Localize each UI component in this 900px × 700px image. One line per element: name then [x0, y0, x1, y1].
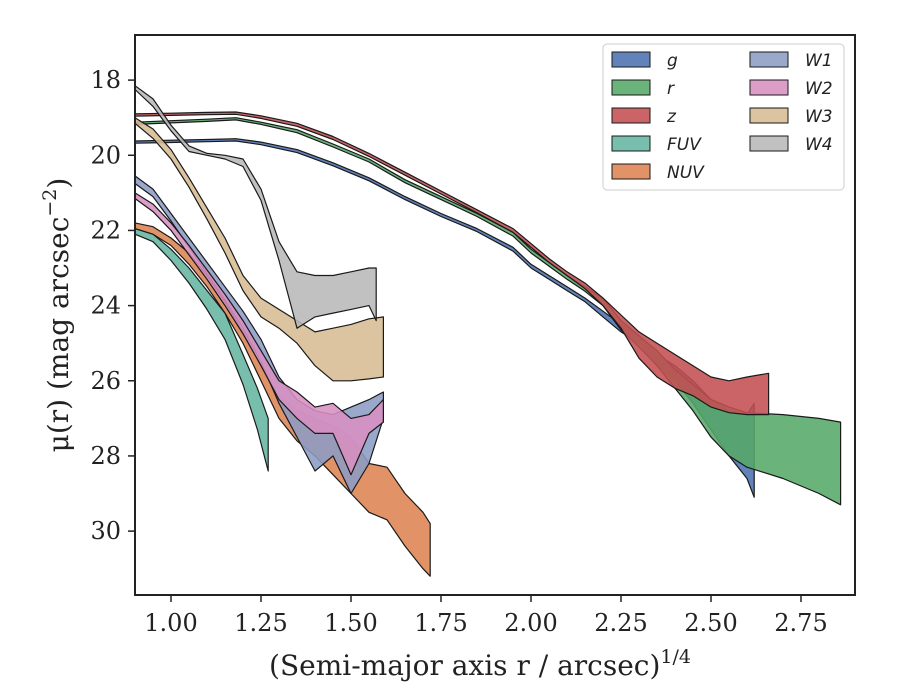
x-tick-label: 2.50 — [684, 609, 737, 637]
legend-label-r: r — [667, 79, 675, 99]
legend-swatch-w1 — [749, 51, 789, 68]
legend-label-w2: W2 — [805, 79, 833, 99]
x-axis-label: (Semi-major axis r / arcsec)1/4 — [269, 646, 691, 682]
series-band-z — [134, 111, 770, 416]
y-tick-label: 30 — [90, 517, 121, 545]
y-tick-label: 28 — [90, 442, 121, 470]
legend-swatch-w2 — [749, 79, 789, 96]
legend-swatch-nuv — [611, 163, 651, 180]
legend-swatch-r — [611, 79, 651, 96]
legend-swatch-z — [611, 107, 651, 124]
series-band-g — [134, 138, 755, 498]
x-tick-label: 1.00 — [144, 609, 197, 637]
legend-label-z: z — [666, 107, 677, 127]
y-axis: 18 20 22 24 26 28 30 — [90, 66, 135, 545]
y-tick-label: 22 — [90, 216, 121, 244]
legend-label-w4: W4 — [805, 135, 833, 155]
series-band-w3 — [134, 117, 384, 382]
legend-label-g: g — [667, 51, 678, 71]
y-tick-label: 24 — [90, 292, 121, 320]
legend-swatch-fuv — [611, 135, 651, 152]
series-band-fuv — [134, 228, 269, 472]
legend-label-fuv: FUV — [667, 135, 702, 155]
x-tick-label: 2.00 — [504, 609, 557, 637]
legend-label-w3: W3 — [805, 107, 833, 127]
legend-swatch-w4 — [749, 135, 789, 152]
x-tick-label: 2.75 — [774, 609, 827, 637]
legend-label-nuv: NUV — [667, 163, 705, 183]
legend-swatch-w3 — [749, 107, 789, 124]
x-tick-label: 1.25 — [234, 609, 287, 637]
x-tick-label: 1.75 — [414, 609, 467, 637]
series-band-w4 — [134, 85, 377, 329]
x-tick-label: 2.25 — [594, 609, 647, 637]
y-tick-label: 26 — [90, 367, 121, 395]
series-band-r — [134, 117, 842, 506]
series-bands — [134, 85, 842, 577]
y-tick-label: 18 — [90, 66, 121, 94]
plot-frame — [134, 34, 856, 596]
legend: grz FUV NUV W1 W2 W3 W4 — [602, 43, 845, 191]
series-band-w2 — [134, 192, 384, 476]
legend-label-w1: W1 — [805, 51, 833, 71]
y-tick-label: 20 — [90, 141, 121, 169]
x-tick-label: 1.50 — [324, 609, 377, 637]
legend-swatch-g — [611, 51, 651, 68]
x-axis: 1.00 1.25 1.50 1.75 2.00 2.25 2.50 2.75 — [144, 595, 828, 637]
y-axis-label: μ(r) (mag arcsec−2) — [39, 178, 75, 453]
